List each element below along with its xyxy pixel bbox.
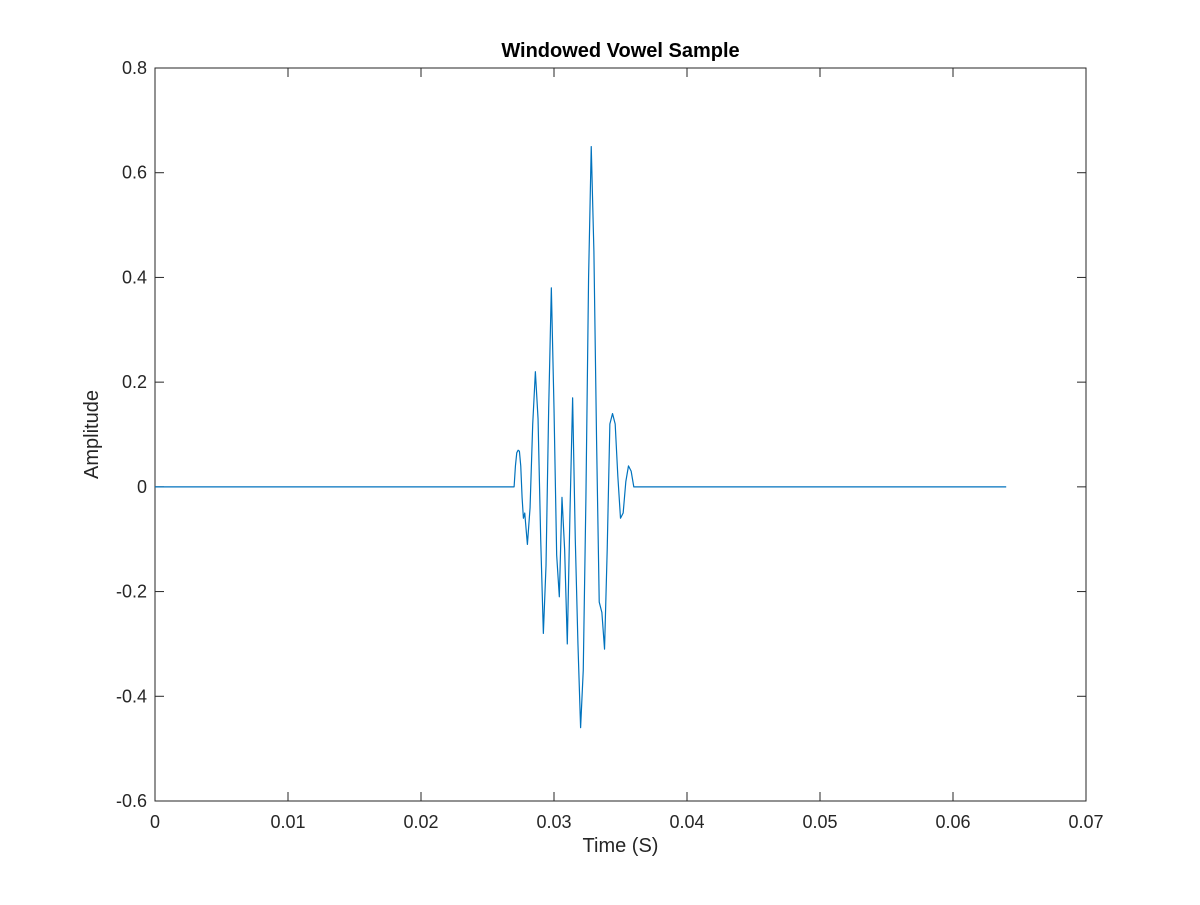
ticks-layer: 0 0.01 0.02 0.03 0.04 0.05 0.06 0.07 -0.6 -0.4 -0.…	[116, 58, 1104, 832]
series-line	[155, 145, 1007, 729]
y-tick-label: -0.4	[116, 686, 147, 706]
x-tick-label: 0.02	[403, 812, 438, 832]
x-tick-label: 0.04	[669, 812, 704, 832]
series-layer	[155, 145, 1007, 729]
chart-title: Windowed Vowel Sample	[501, 40, 739, 62]
x-tick-label: 0.01	[270, 812, 305, 832]
y-tick-label: -0.2	[116, 582, 147, 602]
y-tick-label: 0.2	[122, 372, 147, 392]
x-tick-label: 0.03	[536, 812, 571, 832]
y-axis-label: Amplitude	[81, 390, 103, 479]
y-tick-label: 0.6	[122, 163, 147, 183]
x-tick-label: 0.07	[1068, 812, 1103, 832]
x-axis-label: Time (S)	[583, 835, 659, 857]
x-tick-label: 0.05	[802, 812, 837, 832]
y-tick-label: 0.4	[122, 267, 147, 287]
x-tick-label: 0.06	[935, 812, 970, 832]
y-tick-label: -0.6	[116, 791, 147, 811]
x-tick-label: 0	[150, 812, 160, 832]
y-tick-label: 0	[137, 477, 147, 497]
y-tick-label: 0.8	[122, 58, 147, 78]
plot-area	[154, 67, 1087, 802]
